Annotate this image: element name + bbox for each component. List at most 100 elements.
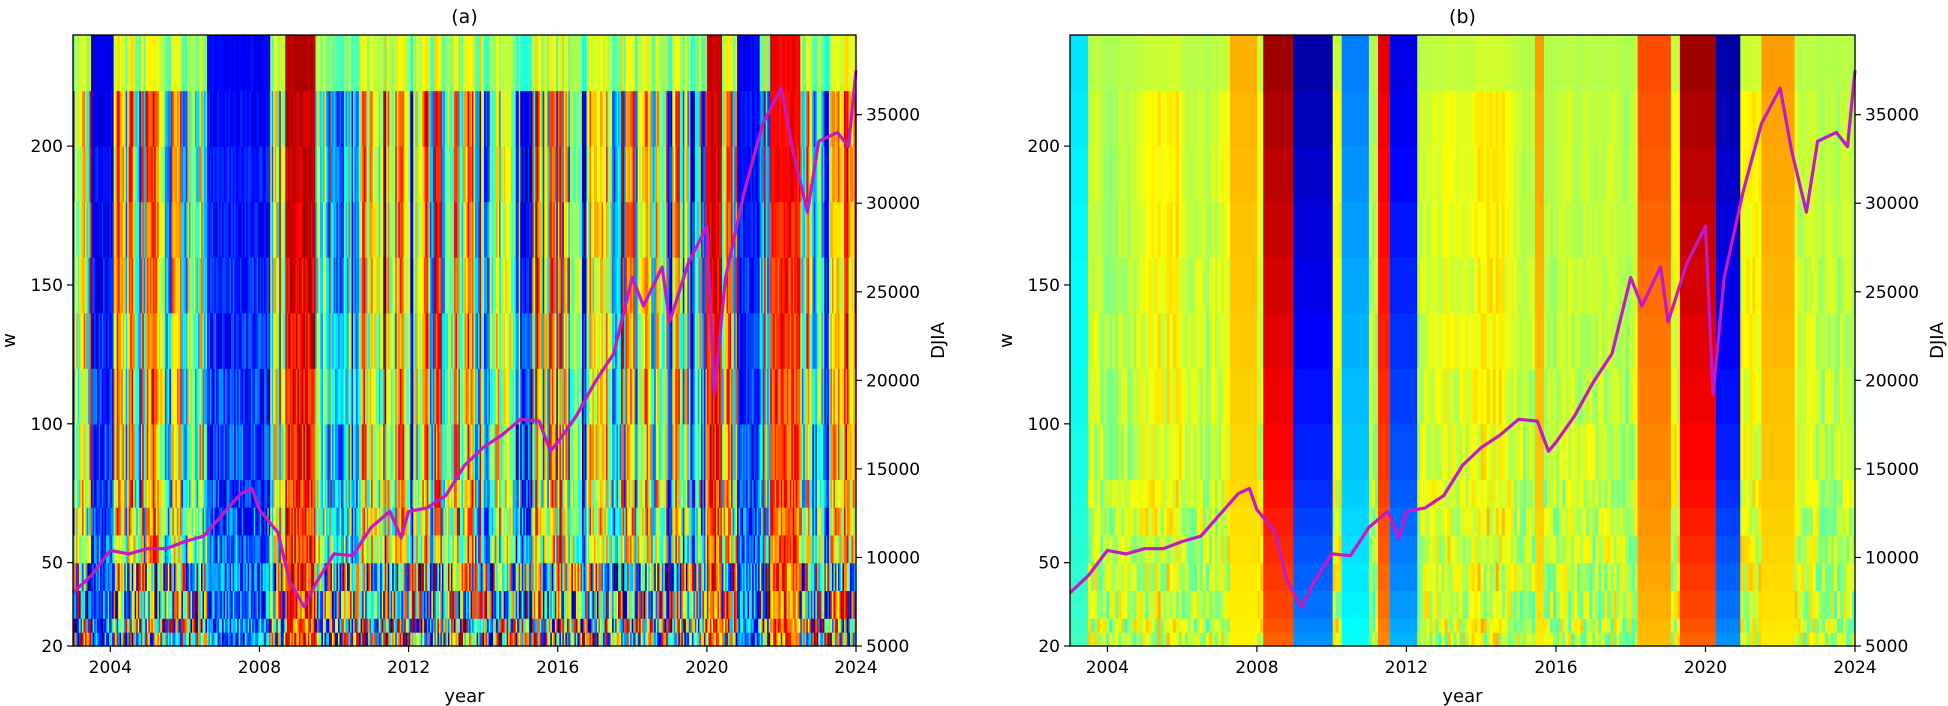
heatmap-cell	[283, 534, 286, 564]
heatmap-cell	[74, 507, 77, 536]
heatmap-cell	[565, 534, 568, 564]
heatmap-cell	[226, 146, 229, 203]
heatmap-cell	[416, 507, 419, 536]
heatmap-cell	[554, 368, 557, 425]
heatmap-cell	[572, 632, 576, 647]
heatmap-cell	[128, 146, 131, 203]
heatmap-cell	[89, 368, 92, 425]
heatmap-cell	[169, 146, 172, 203]
heatmap-cell	[97, 562, 100, 592]
heatmap-cell	[79, 257, 82, 314]
heatmap-cell	[395, 423, 398, 480]
heatmap-cell	[265, 632, 268, 647]
heatmap-cell	[488, 312, 491, 369]
heatmap-cell	[170, 618, 173, 633]
heatmap-cell	[267, 590, 270, 619]
heatmap-cell	[345, 201, 348, 258]
heatmap-cell	[479, 479, 482, 508]
heatmap-cell	[420, 618, 423, 633]
heatmap-cell	[350, 201, 353, 258]
heatmap-cell	[475, 423, 478, 480]
heatmap-cell	[100, 479, 103, 508]
heatmap-cell	[208, 562, 211, 592]
heatmap-cell	[294, 257, 297, 314]
heatmap-cell	[259, 534, 262, 564]
heatmap-cell	[533, 590, 536, 619]
heatmap-cell	[229, 534, 232, 564]
heatmap-cell	[92, 146, 95, 203]
heatmap-cell	[467, 590, 470, 619]
heatmap-cell	[547, 562, 550, 592]
heatmap-cell	[137, 618, 140, 633]
heatmap-cell	[422, 423, 425, 480]
heatmap-cell	[408, 590, 411, 619]
heatmap-cell	[565, 35, 568, 92]
heatmap-cell	[565, 507, 568, 536]
heatmap-cell	[362, 312, 365, 369]
heatmap-cell	[330, 257, 333, 314]
heatmap-cell	[335, 507, 338, 536]
heatmap-cell	[279, 90, 282, 147]
heatmap-cell	[339, 618, 342, 633]
heatmap-cell	[286, 312, 289, 369]
heatmap-cell	[103, 90, 106, 147]
heatmap-cell	[487, 90, 490, 147]
heatmap-cell	[307, 90, 311, 147]
heatmap-cell	[429, 90, 432, 147]
heatmap-cell	[336, 35, 339, 92]
heatmap-cell	[76, 257, 79, 314]
heatmap-cell	[491, 632, 494, 647]
heatmap-cell	[523, 632, 526, 647]
heatmap-cell	[527, 632, 530, 647]
heatmap-cell	[414, 618, 417, 633]
heatmap-cell	[425, 423, 428, 480]
heatmap-cell	[163, 368, 166, 425]
heatmap-cell	[86, 312, 89, 369]
heatmap-cell	[342, 632, 345, 647]
heatmap-cell	[354, 368, 357, 425]
heatmap-cell	[319, 479, 323, 508]
heatmap-cell	[353, 368, 356, 425]
heatmap-cell	[76, 90, 79, 147]
heatmap-cell	[551, 507, 554, 536]
heatmap-cell	[500, 590, 503, 619]
heatmap-cell	[336, 146, 339, 203]
heatmap-cell	[306, 201, 309, 258]
heatmap-cell	[440, 618, 443, 633]
heatmap-cell	[539, 479, 542, 508]
heatmap-cell	[444, 146, 448, 203]
heatmap-cell	[467, 479, 470, 508]
heatmap-cell	[327, 368, 330, 425]
heatmap-cell	[517, 618, 520, 633]
heatmap-cell	[285, 423, 288, 480]
heatmap-cell	[250, 146, 253, 203]
heatmap-cell	[140, 423, 143, 480]
heatmap-cell	[420, 312, 423, 369]
heatmap-cell	[187, 507, 190, 536]
heatmap-cell	[106, 590, 109, 619]
heatmap-cell	[182, 507, 186, 536]
heatmap-cell	[351, 423, 354, 480]
heatmap-cell	[131, 590, 134, 619]
heatmap-cell	[339, 479, 342, 508]
heatmap-cell	[553, 507, 556, 536]
heatmap-cell	[429, 201, 432, 258]
heatmap-cell	[467, 632, 470, 647]
heatmap-cell	[532, 632, 535, 647]
heatmap-cell	[151, 368, 154, 425]
heatmap-cell	[121, 562, 124, 592]
heatmap-cell	[101, 35, 104, 92]
heatmap-cell	[335, 618, 338, 633]
heatmap-cell	[443, 368, 446, 425]
heatmap-cell	[249, 632, 252, 647]
heatmap-cell	[462, 479, 466, 508]
heatmap-cell	[115, 534, 118, 564]
heatmap-cell	[127, 368, 130, 425]
heatmap-cell	[228, 35, 231, 92]
heatmap-cell	[294, 632, 297, 647]
heatmap-cell	[496, 368, 499, 425]
heatmap-cell	[339, 590, 342, 619]
heatmap-cell	[271, 534, 274, 564]
heatmap-cell	[95, 201, 98, 258]
heatmap-cell	[518, 618, 521, 633]
